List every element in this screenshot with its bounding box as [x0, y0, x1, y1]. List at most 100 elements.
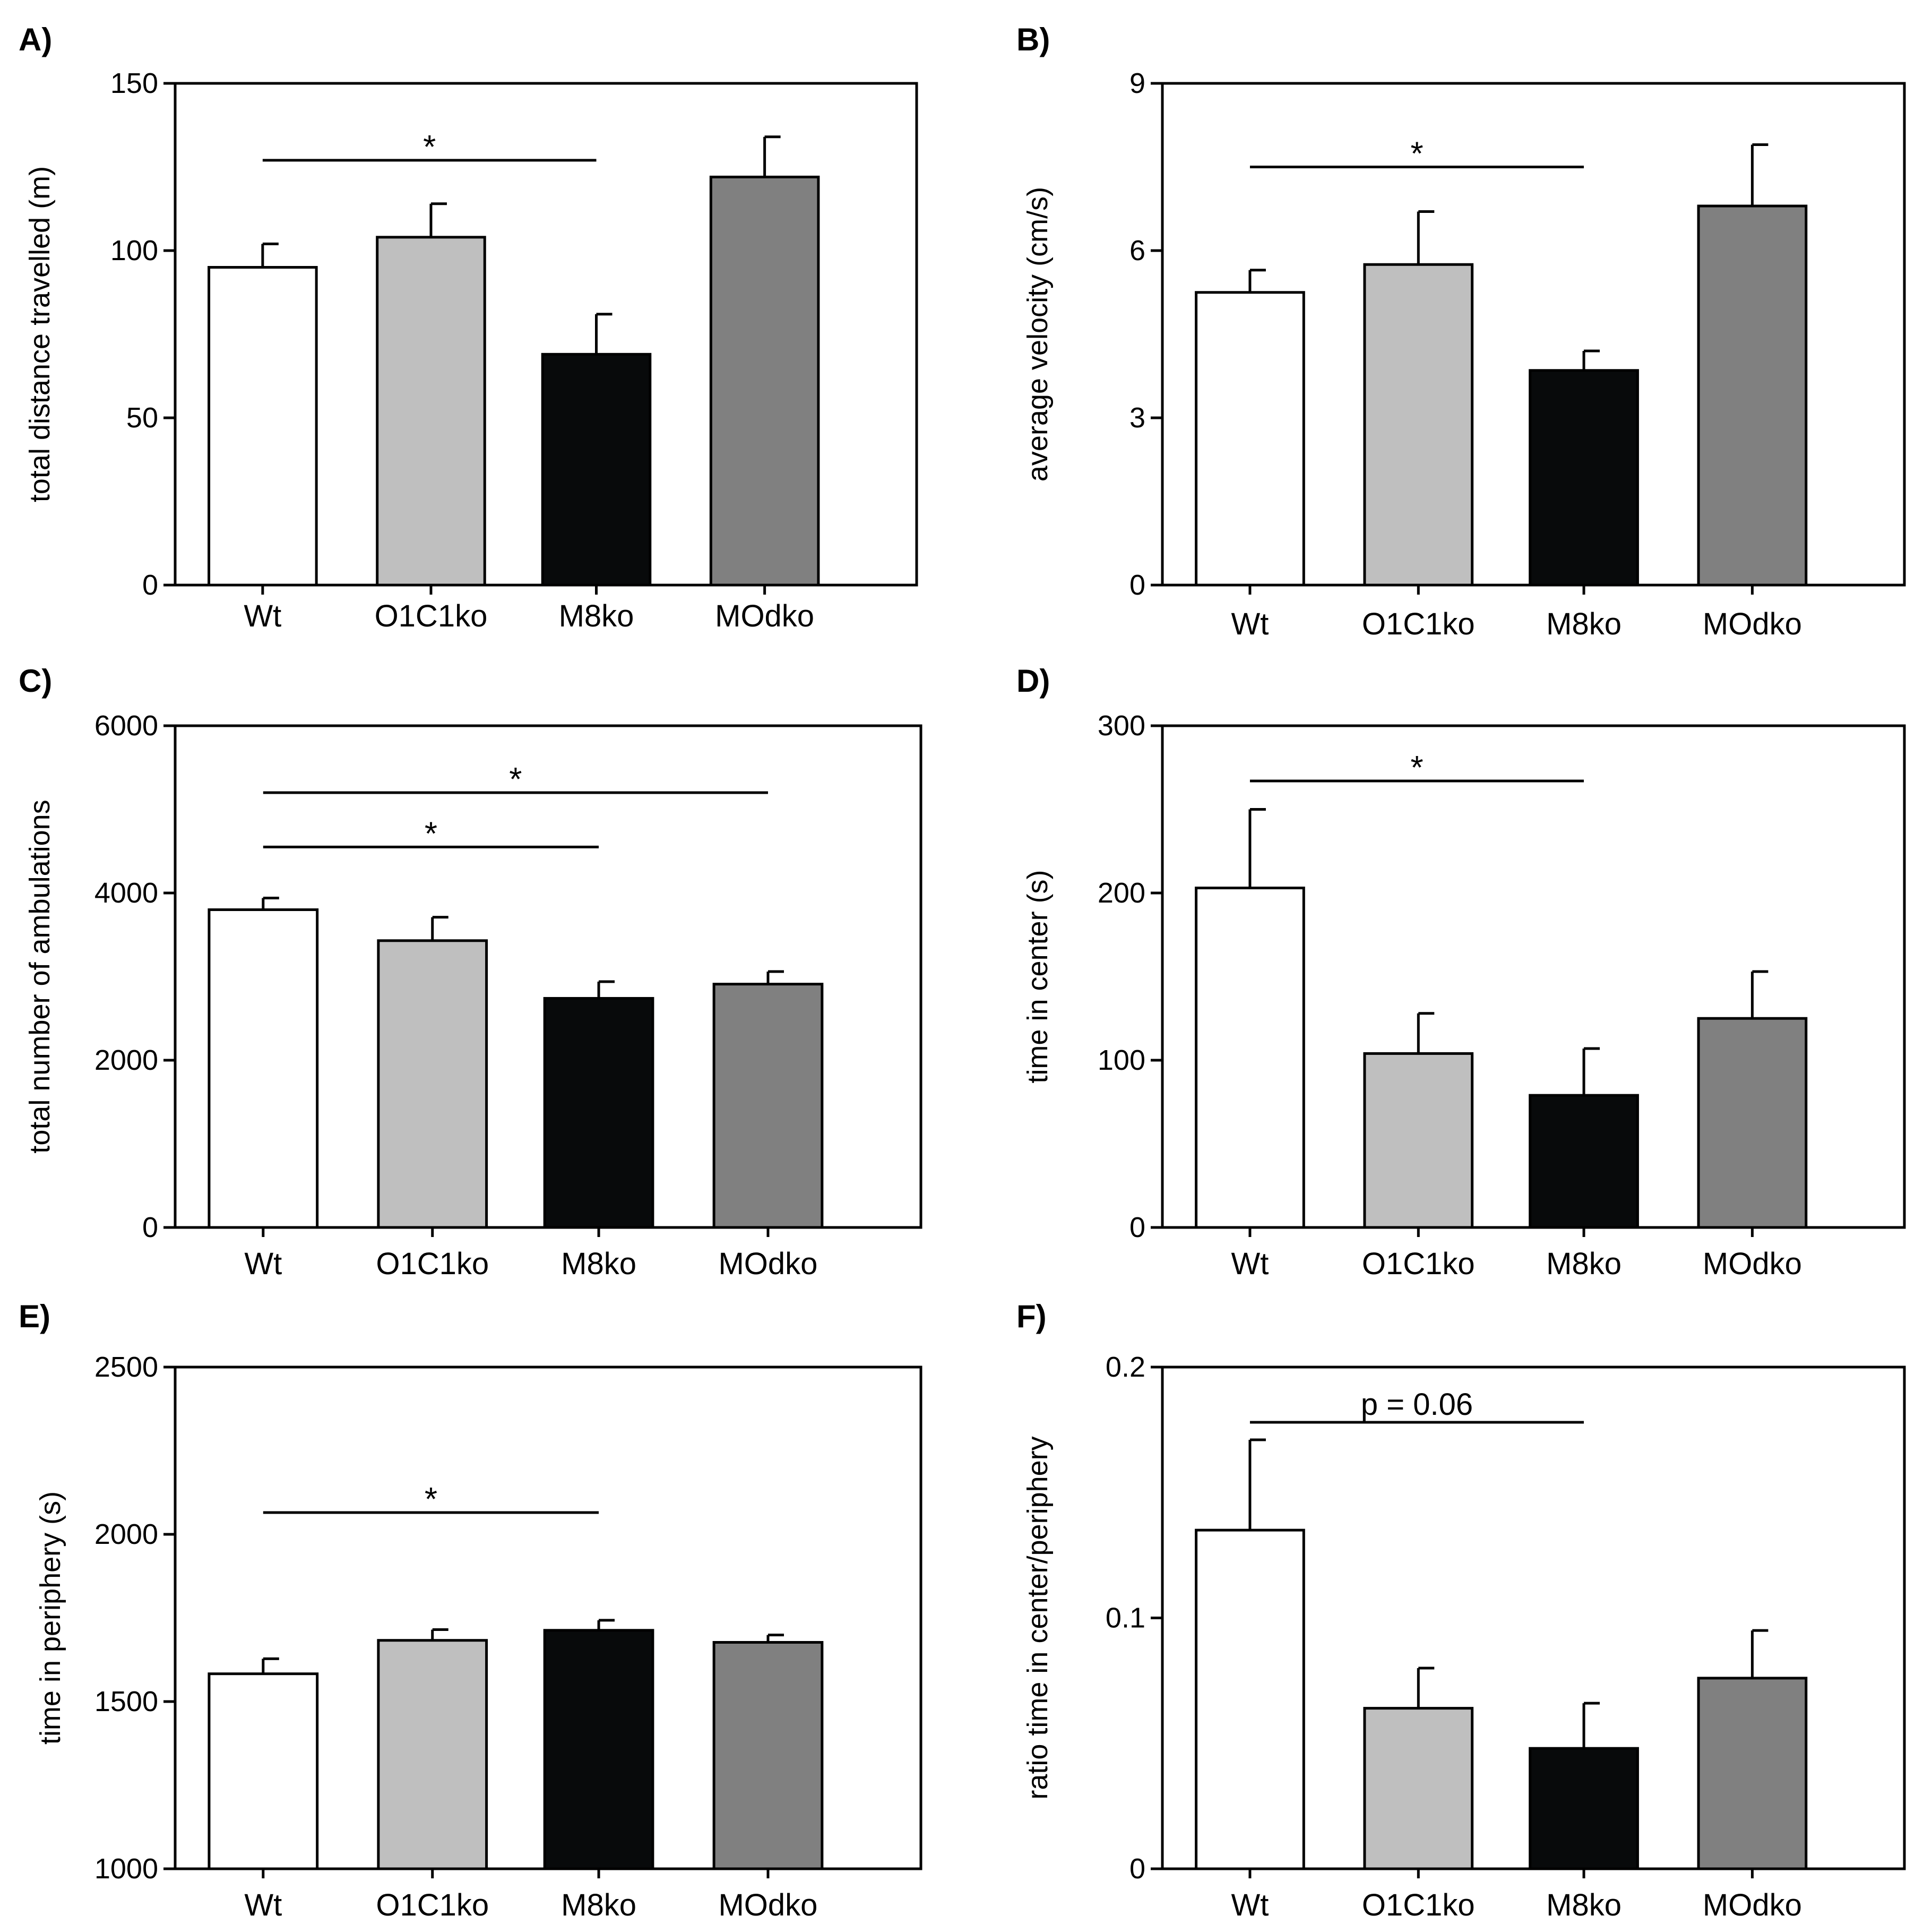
y-axis-title: average velocity (cm/s) — [1022, 187, 1054, 482]
panel-label: E) — [19, 1299, 50, 1334]
bar-m8ko — [543, 1629, 654, 1870]
bar-modko — [1697, 204, 1808, 587]
x-tick-label: MOdko — [1703, 1888, 1802, 1922]
bar-wt — [1195, 291, 1305, 587]
bar-wt — [208, 1672, 319, 1870]
x-tick-label: MOdko — [715, 599, 814, 633]
bar-o1c1ko — [1363, 1707, 1474, 1870]
bar-modko — [1697, 1677, 1808, 1870]
y-tick-label: 6000 — [94, 710, 158, 742]
y-tick-label: 0 — [142, 569, 158, 601]
significance-label: * — [423, 129, 436, 166]
x-tick-label: M8ko — [1546, 1247, 1622, 1281]
significance-label: * — [425, 815, 437, 852]
y-tick-label: 50 — [126, 402, 158, 434]
x-tick-label: M8ko — [1546, 607, 1622, 641]
x-tick-label: O1C1ko — [1362, 1888, 1475, 1922]
panel-label: A) — [19, 22, 52, 57]
bar-wt — [1195, 887, 1305, 1229]
y-axis-title: time in center (s) — [1022, 870, 1054, 1083]
x-tick-label: MOdko — [1703, 607, 1802, 641]
bar-wt — [208, 908, 319, 1229]
y-tick-label: 9 — [1129, 67, 1145, 99]
bar-m8ko — [1529, 1747, 1639, 1870]
plot-frame — [174, 1365, 922, 1870]
significance-label: p = 0.06 — [1361, 1387, 1473, 1422]
y-tick-label: 100 — [1098, 1044, 1145, 1076]
chart-panel-d: D) time in center (s) Wt O1C1ko M8ko MOdko 0 10… — [1016, 663, 1906, 1281]
chart-panel-f: F) ratio time in center/periphery Wt O1C1ko… — [1016, 1299, 1906, 1922]
y-tick-label: 2000 — [94, 1518, 158, 1550]
plot-frame — [174, 724, 922, 1229]
x-tick-label: Wt — [244, 599, 281, 633]
y-tick-label: 1000 — [94, 1853, 158, 1885]
bar-o1c1ko — [1363, 263, 1474, 587]
y-tick-label: 300 — [1098, 710, 1145, 742]
y-axis-title: time in periphery (s) — [34, 1491, 66, 1745]
x-tick-label: O1C1ko — [376, 1247, 489, 1281]
chart-panel-a: A) total distance travelled (m) Wt O1C1ko M8… — [19, 22, 918, 633]
x-tick-label: MOdko — [1703, 1247, 1802, 1281]
chart-panel-b: B) average velocity (cm/s) Wt O1C1ko M8ko MOd… — [1016, 22, 1906, 641]
bar-m8ko — [1529, 1094, 1639, 1229]
y-tick-label: 0 — [1129, 1212, 1145, 1243]
x-tick-label: Wt — [244, 1247, 282, 1281]
significance-label: * — [1410, 136, 1423, 173]
y-tick-label: 1500 — [94, 1686, 158, 1717]
plot-frame — [174, 82, 918, 587]
chart-panel-c: C) total number of ambulations Wt O1C1ko M8k… — [19, 663, 922, 1281]
bar-o1c1ko — [377, 1639, 488, 1870]
y-tick-label: 3 — [1129, 402, 1145, 434]
y-tick-label: 200 — [1098, 877, 1145, 909]
chart-panel-e: E) time in periphery (s) Wt O1C1ko M8ko MOdko… — [19, 1299, 922, 1922]
bar-m8ko — [541, 353, 652, 587]
bar-modko — [1697, 1017, 1808, 1229]
y-tick-label: 100 — [110, 235, 158, 267]
x-tick-label: O1C1ko — [376, 1888, 489, 1922]
panel-label: C) — [19, 663, 52, 699]
bar-modko — [712, 1640, 824, 1870]
panel-label: D) — [1016, 663, 1050, 699]
y-axis-title: total distance travelled (m) — [24, 166, 56, 502]
y-axis-title: total number of ambulations — [24, 800, 56, 1153]
y-tick-label: 0 — [1129, 569, 1145, 601]
y-tick-label: 0 — [1129, 1853, 1145, 1885]
x-tick-label: M8ko — [561, 1888, 636, 1922]
y-tick-label: 6 — [1129, 235, 1145, 267]
panel-label: F) — [1016, 1299, 1047, 1334]
x-tick-label: MOdko — [718, 1888, 817, 1922]
bar-o1c1ko — [376, 236, 486, 587]
bar-modko — [709, 175, 820, 587]
x-tick-label: O1C1ko — [1362, 607, 1475, 641]
y-tick-label: 0.2 — [1106, 1351, 1145, 1383]
bar-m8ko — [1529, 369, 1639, 587]
x-tick-label: MOdko — [718, 1247, 817, 1281]
bar-o1c1ko — [1363, 1052, 1474, 1229]
y-tick-label: 2500 — [94, 1351, 158, 1383]
y-axis-title: ratio time in center/periphery — [1022, 1436, 1054, 1799]
bar-modko — [712, 983, 824, 1229]
bar-wt — [1195, 1528, 1305, 1870]
x-tick-label: M8ko — [561, 1247, 636, 1281]
y-tick-label: 0.1 — [1106, 1602, 1145, 1634]
bar-m8ko — [543, 997, 654, 1229]
bar-o1c1ko — [377, 939, 488, 1229]
x-tick-label: Wt — [1231, 1247, 1269, 1281]
x-tick-label: O1C1ko — [375, 599, 488, 633]
y-tick-label: 0 — [142, 1212, 158, 1243]
x-tick-label: Wt — [1231, 607, 1269, 641]
plot-frame — [1161, 724, 1906, 1229]
panel-label: B) — [1016, 22, 1050, 57]
y-tick-label: 150 — [110, 67, 158, 99]
significance-label: * — [1410, 750, 1423, 786]
plot-frame — [1161, 82, 1906, 587]
x-tick-label: O1C1ko — [1362, 1247, 1475, 1281]
x-tick-label: M8ko — [1546, 1888, 1622, 1922]
x-tick-label: Wt — [244, 1888, 282, 1922]
x-tick-label: M8ko — [559, 599, 634, 633]
y-tick-label: 4000 — [94, 877, 158, 909]
y-tick-label: 2000 — [94, 1044, 158, 1076]
bar-wt — [208, 266, 318, 587]
x-tick-label: Wt — [1231, 1888, 1269, 1922]
